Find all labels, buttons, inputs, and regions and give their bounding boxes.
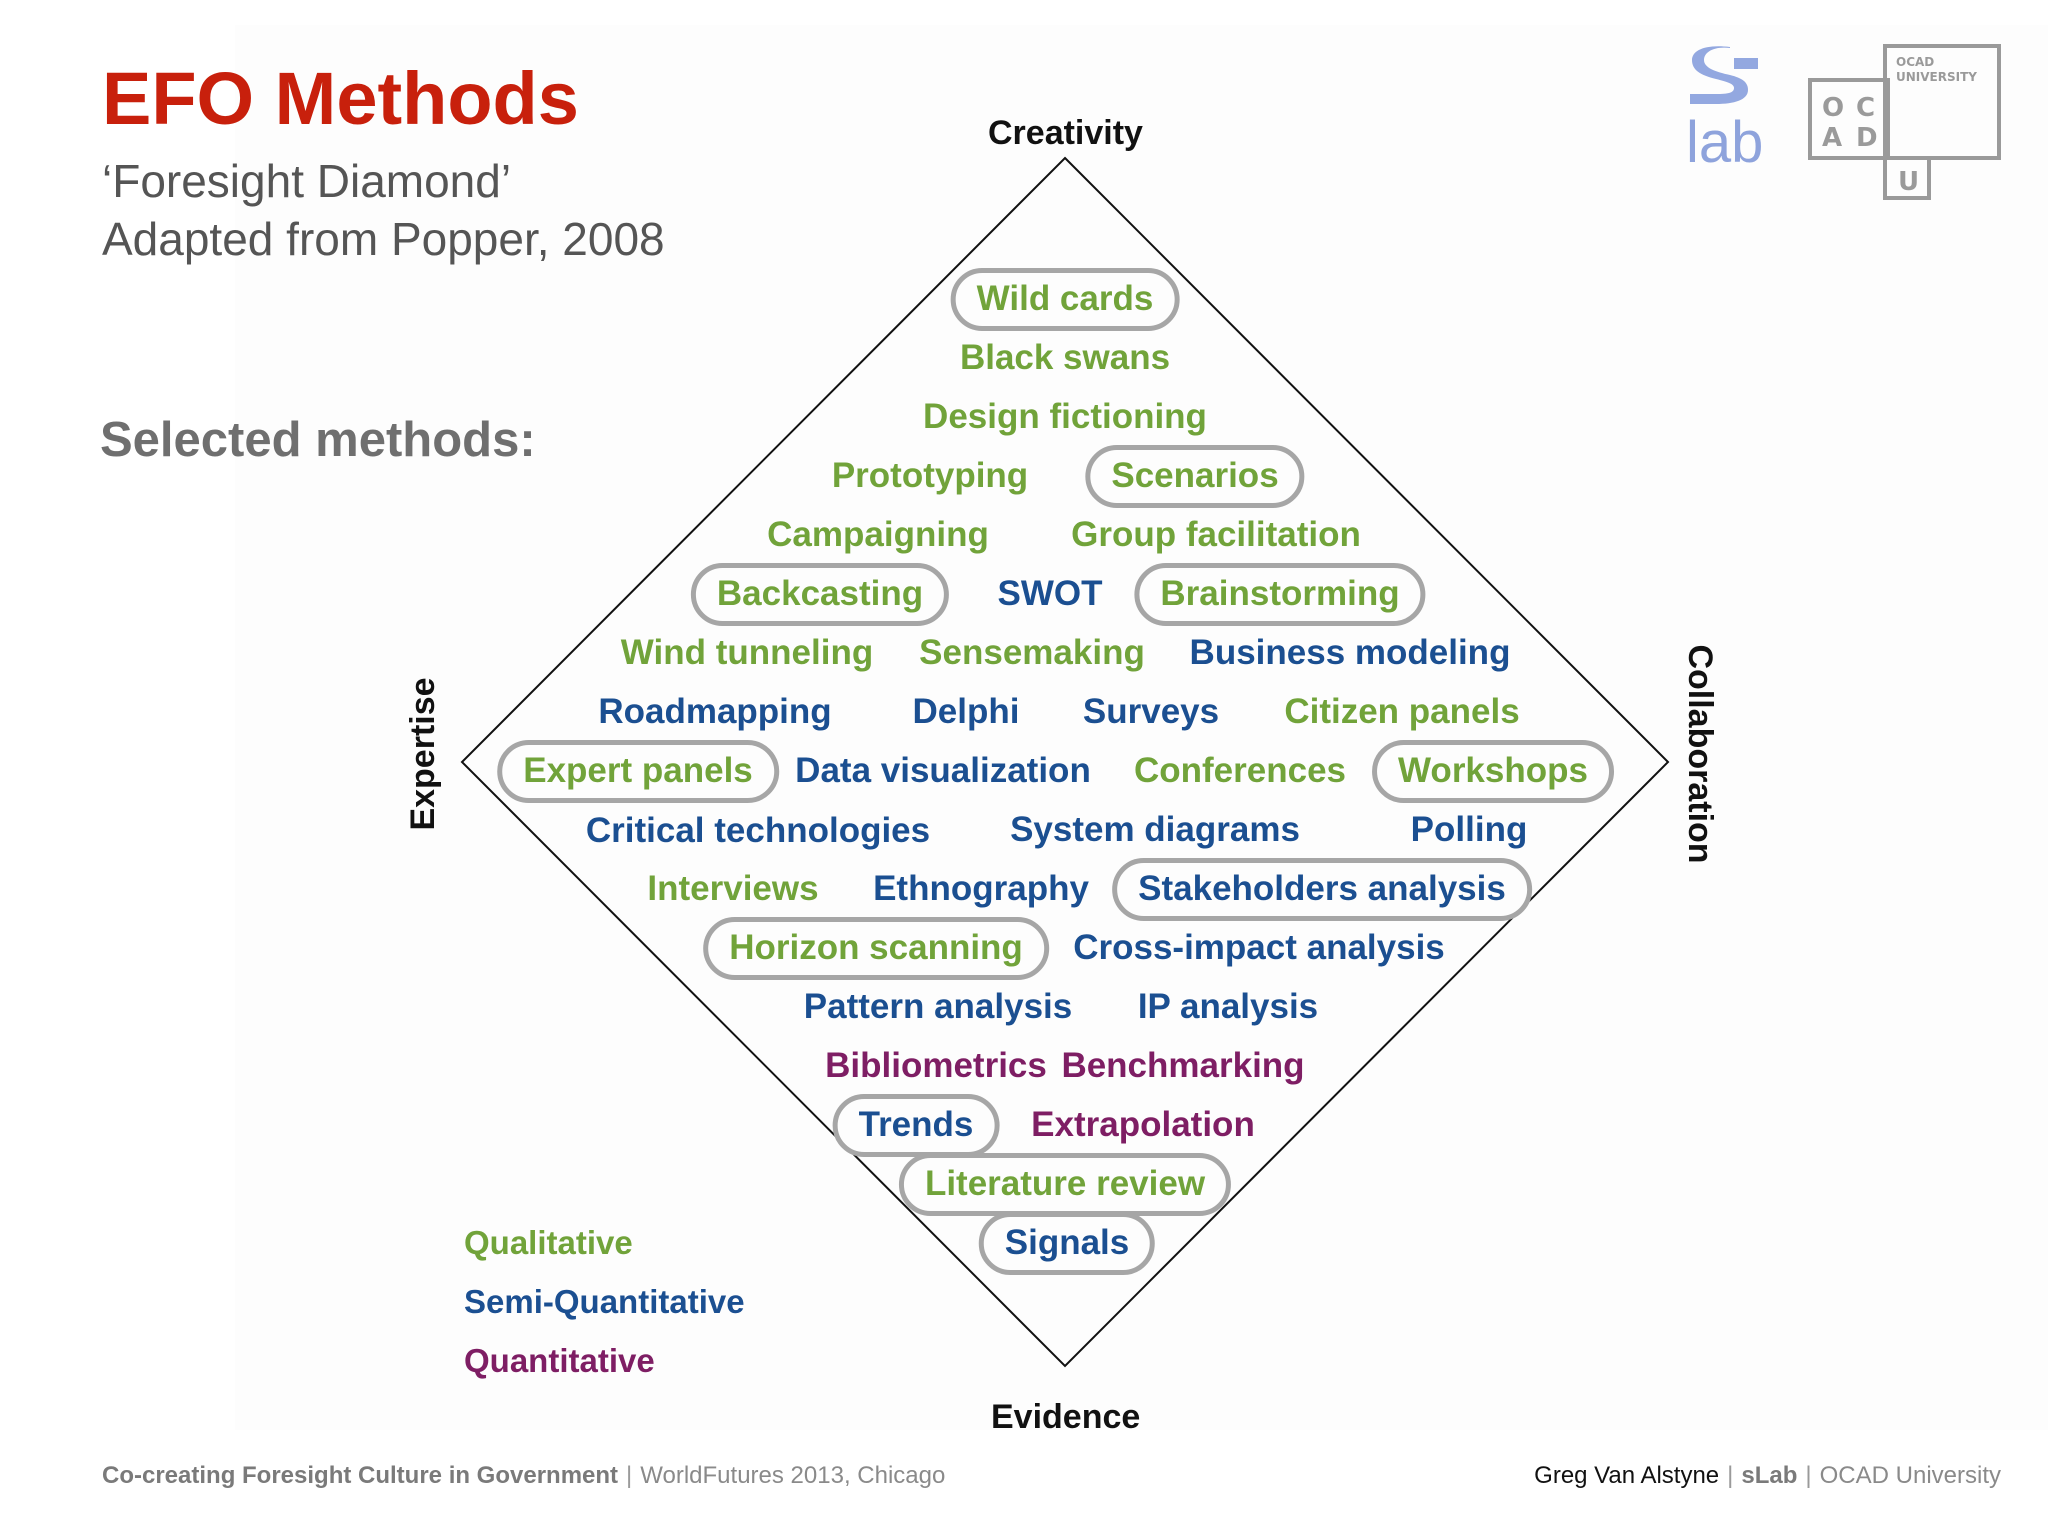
method-backcasting: Backcasting bbox=[690, 563, 950, 626]
slab-logo-icon: lab bbox=[1686, 46, 1763, 166]
method-design-fictioning: Design fictioning bbox=[923, 397, 1207, 436]
axis-label-bottom: Evidence bbox=[991, 1398, 1141, 1436]
ocad-letter: O bbox=[1822, 93, 1844, 123]
method-polling: Polling bbox=[1410, 810, 1528, 849]
footer-presentation-title: Co-creating Foresight Culture in Governm… bbox=[102, 1462, 619, 1489]
footer-lab: sLab bbox=[1741, 1462, 1798, 1489]
footer-event: WorldFutures 2013, Chicago bbox=[640, 1462, 946, 1489]
method-pattern-analysis: Pattern analysis bbox=[803, 987, 1073, 1026]
axis-label-left: Expertise bbox=[404, 677, 442, 831]
footer-separator: | bbox=[1727, 1462, 1734, 1489]
method-critical-technologies: Critical technologies bbox=[585, 811, 931, 850]
method-sensemaking: Sensemaking bbox=[919, 633, 1145, 672]
ocad-letter: D bbox=[1856, 123, 1878, 153]
method-wind-tunneling: Wind tunneling bbox=[620, 633, 874, 672]
subtitle-line: ‘Foresight Diamond’ bbox=[102, 155, 512, 207]
axis-label-right: Collaboration bbox=[1681, 644, 1719, 864]
method-roadmapping: Roadmapping bbox=[598, 692, 832, 731]
axis-label-top: Creativity bbox=[988, 114, 1143, 152]
footer-separator: | bbox=[626, 1462, 633, 1489]
legend-quantitative: Quantitative bbox=[464, 1342, 655, 1379]
method-benchmarking: Benchmarking bbox=[1061, 1046, 1305, 1085]
method-system-diagrams: System diagrams bbox=[1010, 810, 1300, 849]
footer-separator: | bbox=[1805, 1462, 1812, 1489]
method-wild-cards: Wild cards bbox=[950, 268, 1180, 331]
method-data-visualization: Data visualization bbox=[795, 751, 1091, 790]
method-extrapolation: Extrapolation bbox=[1031, 1105, 1255, 1144]
method-ip-analysis: IP analysis bbox=[1137, 987, 1319, 1026]
slide-title: EFO Methods bbox=[102, 57, 579, 140]
footer-org: OCAD University bbox=[1819, 1462, 2001, 1489]
method-scenarios: Scenarios bbox=[1085, 445, 1305, 508]
diamond-outline bbox=[460, 156, 1670, 1368]
ocad-letter: A bbox=[1822, 123, 1842, 153]
method-ethnography: Ethnography bbox=[873, 869, 1089, 908]
method-delphi: Delphi bbox=[912, 692, 1020, 731]
selected-methods-heading: Selected methods: bbox=[100, 413, 536, 467]
ocad-letter: C bbox=[1856, 93, 1875, 123]
footer-author: Greg Van Alstyne bbox=[1534, 1462, 1720, 1489]
legend-semi-quantitative: Semi-Quantitative bbox=[464, 1283, 745, 1320]
method-conferences: Conferences bbox=[1133, 751, 1347, 790]
method-signals: Signals bbox=[978, 1212, 1156, 1275]
method-campaigning: Campaigning bbox=[767, 515, 989, 554]
slide-background bbox=[235, 25, 2048, 1430]
ocad-letter: U bbox=[1898, 167, 1919, 197]
ocad-university-logo-icon: O C A D U OCAD UNIVERSITY bbox=[1808, 44, 2001, 200]
footer-right: Greg Van Alstyne | sLab | OCAD University bbox=[1534, 1462, 2001, 1490]
method-black-swans: Black swans bbox=[959, 338, 1171, 377]
method-stakeholders-analysis: Stakeholders analysis bbox=[1112, 858, 1532, 921]
ocad-caption: OCAD bbox=[1896, 55, 1934, 69]
slide-subtitle: ‘Foresight Diamond’ Adapted from Popper,… bbox=[102, 152, 665, 268]
method-workshops: Workshops bbox=[1372, 740, 1614, 803]
method-swot: SWOT bbox=[997, 574, 1103, 613]
method-group-facilitation: Group facilitation bbox=[1071, 515, 1361, 554]
method-trends: Trends bbox=[832, 1094, 1000, 1157]
footer-left: Co-creating Foresight Culture in Governm… bbox=[102, 1462, 945, 1490]
method-interviews: Interviews bbox=[647, 869, 819, 908]
method-cross-impact-analysis: Cross-impact analysis bbox=[1073, 928, 1445, 967]
method-citizen-panels: Citizen panels bbox=[1284, 692, 1520, 731]
method-surveys: Surveys bbox=[1082, 692, 1220, 731]
subtitle-line: Adapted from Popper, 2008 bbox=[102, 213, 665, 265]
method-horizon-scanning: Horizon scanning bbox=[703, 917, 1049, 980]
method-business-modeling: Business modeling bbox=[1189, 633, 1511, 672]
method-prototyping: Prototyping bbox=[831, 456, 1029, 495]
method-bibliometrics: Bibliometrics bbox=[825, 1046, 1047, 1085]
method-literature-review: Literature review bbox=[898, 1153, 1232, 1216]
method-brainstorming: Brainstorming bbox=[1134, 563, 1426, 626]
method-expert-panels: Expert panels bbox=[497, 740, 779, 803]
ocad-caption: UNIVERSITY bbox=[1896, 70, 1977, 84]
legend-qualitative: Qualitative bbox=[464, 1224, 633, 1261]
slab-logo-text: lab bbox=[1686, 110, 1763, 166]
